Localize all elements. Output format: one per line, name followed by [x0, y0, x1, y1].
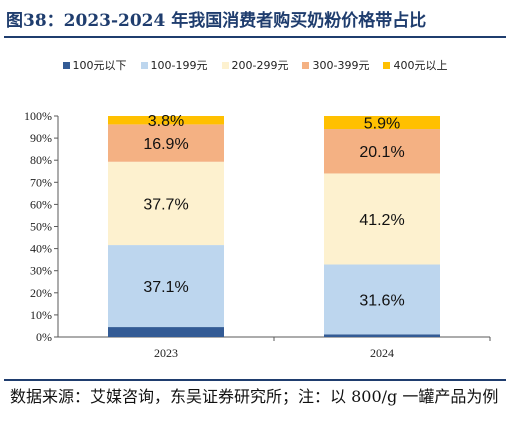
legend-item-3: 300-399元	[302, 57, 369, 73]
y-tick-label: 90%	[30, 131, 52, 145]
bar-2023-200-299元	[108, 161, 224, 246]
legend-label-4: 400元以上	[393, 59, 448, 72]
legend-swatch-2	[221, 61, 229, 69]
legend-label-3: 300-399元	[312, 59, 370, 72]
data-label: 3.8%	[148, 113, 184, 130]
bar-2024-200-299元	[324, 173, 440, 265]
legend-label-2: 200-299元	[231, 59, 289, 72]
data-label: 31.6%	[359, 292, 404, 309]
legend-label-1: 100-199元	[150, 59, 208, 72]
bar-2023-400元以上	[108, 116, 224, 125]
legend-item-1: 100-199元	[140, 57, 208, 73]
bar-2024-100元以下	[324, 334, 440, 337]
x-tick-label: 2024	[370, 346, 394, 360]
bar-2024-400元以上	[324, 116, 440, 130]
chart-title: 图38：2023-2024 年我国消费者购买奶粉价格带占比	[6, 11, 427, 31]
data-label: 37.7%	[143, 196, 188, 213]
bar-2023-100元以下	[108, 327, 224, 337]
y-tick-label: 50%	[30, 220, 52, 234]
y-tick-label: 80%	[30, 153, 52, 167]
y-tick-label: 0%	[36, 330, 52, 344]
bar-2023-100-199元	[108, 245, 224, 328]
source-divider	[4, 379, 506, 381]
y-tick-label: 60%	[30, 197, 52, 211]
y-tick-label: 40%	[30, 242, 52, 256]
source-note: 数据来源：艾媒咨询，东吴证券研究所；注：以 800/g 一罐产品为例	[10, 387, 499, 406]
bar-2024-100-199元	[324, 264, 440, 335]
legend-swatch-4	[383, 61, 391, 69]
bar-2023-300-399元	[108, 124, 224, 162]
data-label: 41.2%	[359, 212, 404, 229]
y-tick-label: 100%	[24, 109, 52, 123]
y-tick-label: 70%	[30, 175, 52, 189]
x-tick-label: 2023	[154, 346, 178, 360]
data-label: 20.1%	[359, 144, 404, 161]
legend-swatch-0	[62, 61, 70, 69]
legend-item-4: 400元以上	[383, 57, 447, 73]
title-divider	[4, 36, 506, 38]
legend-label-0: 100元以下	[72, 59, 127, 72]
bar-2024-300-399元	[324, 129, 440, 174]
y-tick-label: 20%	[30, 286, 52, 300]
legend-item-0: 100元以下	[62, 57, 127, 73]
legend-swatch-3	[302, 61, 310, 69]
chart-legend: 100元以下 100-199元 200-299元 300-399元 400元以上	[0, 57, 510, 73]
y-tick-label: 30%	[30, 264, 52, 278]
legend-swatch-1	[140, 61, 148, 69]
stacked-bar-chart: 0% 10% 20% 30% 40% 50% 60% 70% 80% 90% 100% 37.1% 37…	[24, 109, 491, 360]
legend-item-2: 200-299元	[221, 57, 289, 73]
data-label: 5.9%	[364, 116, 400, 133]
data-label: 37.1%	[143, 279, 188, 296]
data-label: 16.9%	[143, 136, 188, 153]
y-tick-label: 10%	[30, 308, 52, 322]
